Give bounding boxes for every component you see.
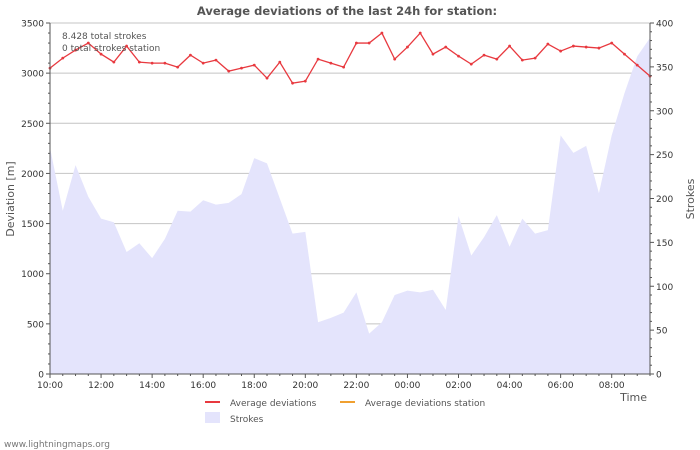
strokes-area [50, 37, 650, 374]
deviation-point [354, 41, 358, 45]
legend: Average deviations Average deviations st… [205, 399, 485, 425]
y-tick-label: 3500 [21, 20, 44, 30]
deviation-lines [49, 31, 651, 84]
deviation-point [508, 44, 511, 48]
x-tick-label: 14:00 [139, 381, 165, 391]
deviation-point [61, 56, 65, 60]
x-tick-label: 10:00 [37, 381, 63, 391]
deviation-point [112, 60, 116, 64]
strokes-area-fill [50, 37, 650, 374]
deviation-point [482, 53, 486, 57]
y-ticks-left: 0 500 1000 1500 2000 2500 3000 3500 [21, 20, 50, 381]
y-tick-label: 500 [27, 320, 44, 330]
deviation-point [597, 46, 601, 50]
deviation-point [291, 81, 294, 85]
y2-tick-label: 400 [656, 20, 673, 30]
deviation-point [252, 63, 256, 67]
y2-tick-label: 100 [656, 283, 673, 293]
deviation-point [623, 52, 626, 56]
deviation-point [431, 52, 435, 56]
y2-tick-label: 150 [656, 239, 673, 249]
deviation-point [74, 48, 77, 52]
deviation-point [380, 31, 384, 35]
x-axis-label: Time [619, 391, 647, 404]
deviation-point [546, 42, 550, 46]
x-tick-label: 06:00 [548, 381, 574, 391]
y2-tick-label: 0 [656, 371, 662, 381]
y2-axis-label: Strokes [684, 178, 697, 219]
y-tick-label: 0 [38, 371, 44, 381]
deviation-point [457, 54, 460, 58]
y-ticks-right: 0 50 100 150 200 250 300 350 400 [650, 20, 673, 381]
deviation-point [520, 58, 524, 62]
deviation-point [444, 45, 448, 49]
deviation-point [572, 44, 575, 48]
deviation-point [189, 53, 192, 57]
deviation-point [329, 61, 333, 65]
deviation-point [584, 45, 588, 49]
x-tick-label: 00:00 [394, 381, 420, 391]
x-tick-label: 02:00 [446, 381, 472, 391]
deviation-point [559, 49, 563, 53]
x-tick-label: 16:00 [190, 381, 216, 391]
legend-label-average-deviations: Average deviations [230, 399, 317, 409]
deviation-point [214, 58, 218, 62]
y-tick-label: 1500 [21, 220, 44, 230]
deviation-point [125, 44, 128, 48]
deviation-point [469, 62, 473, 66]
deviation-point [316, 57, 320, 61]
y-tick-label: 2500 [21, 120, 44, 130]
deviation-point [137, 60, 141, 64]
y-axis-label: Deviation [m] [4, 161, 17, 236]
attribution: www.lightningmaps.org [4, 440, 110, 450]
deviation-point [265, 76, 269, 80]
info-station-strokes: 0 total strokes station [62, 44, 160, 54]
deviation-point [278, 60, 282, 64]
x-tick-label: 18:00 [241, 381, 267, 391]
x-tick-label: 20:00 [292, 381, 318, 391]
legend-label-strokes: Strokes [230, 415, 264, 425]
deviation-point [227, 69, 231, 73]
deviation-point [367, 41, 371, 45]
deviation-point [201, 61, 205, 65]
y2-tick-label: 300 [656, 107, 673, 117]
deviation-points [48, 31, 652, 85]
deviation-point [176, 65, 180, 69]
deviation-point [86, 41, 90, 45]
deviation-point [418, 31, 422, 35]
deviation-point [342, 65, 346, 69]
deviation-point [610, 41, 614, 45]
y2-tick-label: 200 [656, 195, 673, 205]
info-total-strokes: 8.428 total strokes [62, 32, 147, 42]
chart-title: Average deviations of the last 24h for s… [197, 4, 497, 18]
y-tick-label: 2000 [21, 170, 44, 180]
x-tick-label: 04:00 [497, 381, 523, 391]
x-tick-label: 22:00 [343, 381, 369, 391]
deviation-point [495, 57, 499, 61]
deviation-point [163, 61, 167, 65]
x-ticks: 10:00 12:00 14:00 16:00 18:00 20:00 22:00 00:00… [37, 374, 651, 391]
y-tick-label: 3000 [21, 70, 44, 80]
y2-tick-label: 350 [656, 63, 673, 73]
y-tick-label: 1000 [21, 270, 44, 280]
y2-tick-label: 250 [656, 151, 673, 161]
deviation-point [240, 66, 243, 70]
deviation-point [635, 63, 639, 67]
deviation-point [533, 56, 537, 60]
legend-label-average-deviations-station: Average deviations station [365, 399, 485, 409]
legend-swatch-strokes [205, 412, 220, 423]
x-tick-label: 08:00 [599, 381, 625, 391]
deviation-point [393, 57, 397, 61]
deviation-point [150, 61, 154, 65]
deviation-point [406, 45, 409, 49]
x-tick-label: 12:00 [88, 381, 114, 391]
deviation-point [303, 79, 307, 83]
average-deviations-line [49, 31, 651, 84]
y2-tick-label: 50 [656, 327, 668, 337]
deviation-point [99, 52, 103, 56]
